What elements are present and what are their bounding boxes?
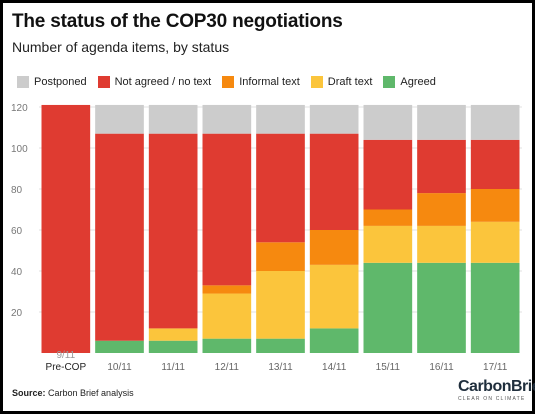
bar-segment-postponed [470, 104, 520, 140]
y-tick-label: 120 [11, 103, 28, 114]
bar-segment-postponed [202, 104, 252, 134]
legend-swatch [222, 76, 235, 88]
bar-segment-draft-text [256, 271, 305, 339]
x-tick-label: 12/11 [215, 362, 240, 373]
y-tick-label: 20 [11, 308, 23, 319]
legend-swatch [383, 76, 396, 88]
bar-segment-not-agreed-no-text [148, 133, 198, 329]
bar-segment-informal-text [256, 242, 305, 271]
y-tick-label: 80 [11, 185, 23, 196]
x-tick-label: 14/11 [322, 362, 347, 373]
bar-segment-draft-text [202, 293, 252, 339]
source-text: Carbon Brief analysis [48, 388, 134, 398]
legend-label: Draft text [327, 76, 373, 88]
bar-segment-draft-text [417, 225, 466, 263]
bar-segment-not-agreed-no-text [256, 133, 305, 243]
legend-label: Informal text [239, 76, 300, 88]
bar-segment-agreed [148, 340, 198, 353]
bar-segment-agreed [470, 262, 520, 353]
y-tick-label: 60 [11, 226, 23, 237]
stacked-bar-chart: 20 40 60 80 100 120 Pre-COP 10/11 11/11 12/11 13/1… [11, 103, 522, 373]
y-tick-label: 40 [11, 267, 23, 278]
bar-segment-agreed [95, 340, 144, 353]
bar-segment-not-agreed-no-text [95, 133, 144, 341]
legend-label: Agreed [400, 76, 436, 88]
legend-item-agreed: Agreed [383, 76, 436, 88]
bar-segment-draft-text [309, 264, 359, 329]
bar-segment-agreed [202, 338, 252, 353]
bar-segment-draft-text [148, 328, 198, 341]
bar-segment-agreed [363, 262, 413, 353]
legend-item-draft-text: Draft text [310, 76, 373, 88]
bar-segment-postponed [95, 104, 144, 134]
bar-segment-not-agreed-no-text [363, 139, 413, 210]
bar-segment-not-agreed-no-text [309, 133, 359, 230]
chart-subtitle: Number of agenda items, by status [12, 39, 230, 55]
y-tick-label: 100 [11, 144, 28, 155]
bar-segment-postponed [363, 104, 413, 140]
bar-segment-postponed [256, 104, 305, 134]
bar-segment-informal-text [417, 193, 466, 226]
bar-segment-not-agreed-no-text [470, 139, 520, 189]
legend-label: Not agreed / no text [114, 76, 212, 88]
legend-label: Postponed [34, 76, 87, 88]
chart-card: The status of the COP30 negotiations Num… [3, 3, 535, 411]
bar-segment-agreed [309, 328, 359, 353]
legend-item-postponed: Postponed [17, 76, 87, 88]
bar-segment-draft-text [470, 221, 520, 263]
bar-segment-agreed [256, 338, 305, 353]
bar-segment-postponed [148, 104, 198, 134]
source-label: Source: [12, 388, 46, 398]
bar-segment-not-agreed-no-text [202, 133, 252, 286]
bar-segment-not-agreed-no-text [417, 139, 466, 194]
legend-item-informal-text: Informal text [222, 76, 300, 88]
bar-segment-informal-text [309, 230, 359, 265]
x-tick-label: 15/11 [376, 362, 401, 373]
bar-segment-informal-text [363, 209, 413, 226]
bar-segment-informal-text [202, 285, 252, 294]
legend-swatch [97, 76, 110, 88]
x-tick-label: 10/11 [107, 362, 132, 373]
bar-segment-draft-text [363, 225, 413, 263]
x-tick-label: 17/11 [483, 362, 508, 373]
x-tick-label: 16/11 [429, 362, 454, 373]
bar-segment-informal-text [470, 189, 520, 222]
x-tick-label: Pre-COP [46, 362, 87, 373]
legend-swatch [310, 76, 323, 88]
label-mask [39, 358, 93, 362]
chart-title: The status of the COP30 negotiations [12, 11, 343, 32]
bar-segment-postponed [309, 104, 359, 134]
bar-segment-postponed [417, 104, 466, 140]
x-tick-label-clipped: 9/11 [56, 350, 75, 361]
bar-segment-agreed [417, 262, 466, 353]
bar-segment-not-agreed-no-text [41, 104, 91, 353]
x-tick-label: 11/11 [161, 362, 185, 373]
chart-legend: Postponed Not agreed / no text Informal te… [17, 72, 447, 92]
logo-tagline: CLEAR ON CLIMATE [458, 396, 526, 402]
x-tick-label: 13/11 [268, 362, 293, 373]
legend-swatch [17, 76, 29, 88]
legend-item-not-agreed-no-text: Not agreed / no text [97, 76, 212, 88]
source-note: Source: Carbon Brief analysis [12, 388, 134, 398]
